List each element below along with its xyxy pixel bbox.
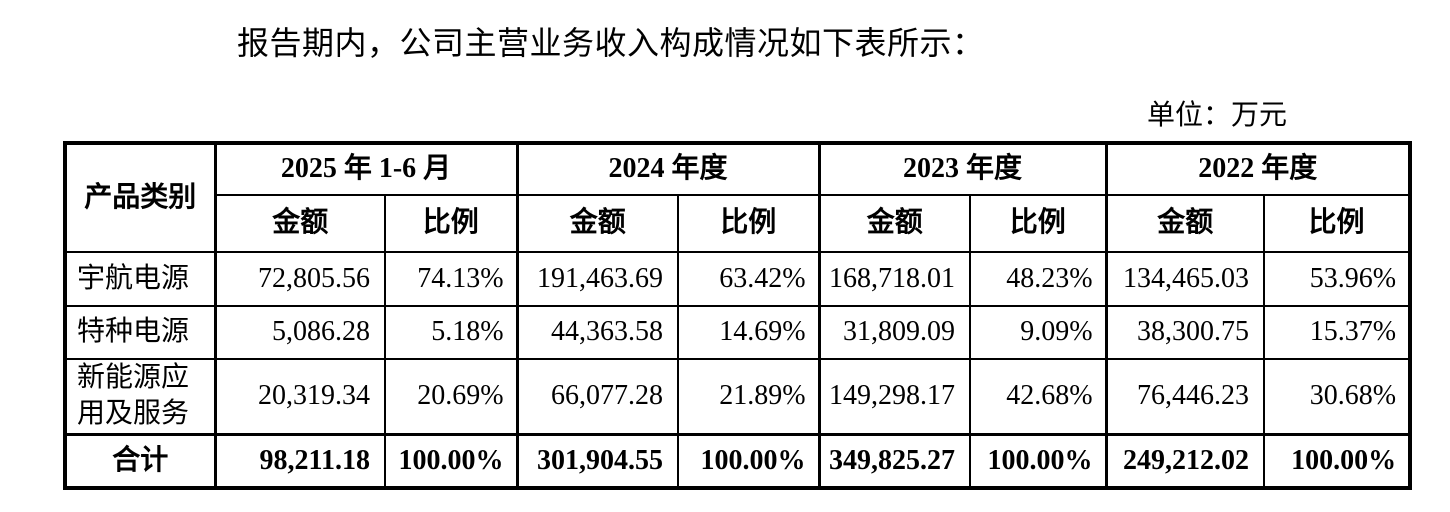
cell-ratio: 21.89% <box>677 357 821 436</box>
cell-amount: 38,300.75 <box>1104 305 1266 360</box>
cell-ratio: 14.69% <box>677 305 821 360</box>
header-amount: 金额 <box>817 194 972 253</box>
cell-ratio: 9.09% <box>969 305 1108 360</box>
cell-ratio: 100.00% <box>1263 432 1412 490</box>
cell-ratio: 63.42% <box>677 251 821 307</box>
header-row-measures: 金额 比例 金额 比例 金额 比例 金额 比例 <box>65 194 1412 253</box>
cell-amount: 44,363.58 <box>515 305 680 360</box>
cell-ratio: 100.00% <box>383 432 519 490</box>
cell-product: 特种电源 <box>64 305 216 360</box>
intro-paragraph: 报告期内，公司主营业务收入构成情况如下表所示： <box>237 25 985 61</box>
cell-ratio: 48.23% <box>969 251 1108 307</box>
header-ratio: 比例 <box>1263 194 1412 253</box>
cell-ratio: 100.00% <box>969 432 1108 490</box>
table-row-total: 合计 98,211.18 100.00% 301,904.55 100.00% … <box>64 432 1412 490</box>
cell-amount: 168,718.01 <box>817 251 972 307</box>
table-row: 宇航电源 72,805.56 74.13% 191,463.69 63.42% … <box>64 251 1412 307</box>
header-period-2022: 2022 年度 <box>1104 142 1412 196</box>
header-ratio: 比例 <box>677 194 821 253</box>
cell-product: 新能源应用及服务 <box>64 357 216 436</box>
cell-ratio: 53.96% <box>1263 251 1412 307</box>
cell-amount: 66,077.28 <box>515 357 680 436</box>
header-ratio: 比例 <box>969 194 1108 253</box>
cell-amount: 134,465.03 <box>1104 251 1266 307</box>
cell-ratio: 74.13% <box>383 251 519 307</box>
cell-amount: 191,463.69 <box>515 251 680 307</box>
cell-amount: 72,805.56 <box>213 251 386 307</box>
revenue-composition-table: 产品类别 2025 年 1-6 月 2024 年度 2023 年度 2022 年… <box>63 141 1413 491</box>
cell-ratio: 30.68% <box>1263 357 1412 436</box>
unit-label: 单位：万元 <box>1147 100 1288 131</box>
cell-amount: 98,211.18 <box>213 432 386 490</box>
cell-ratio: 15.37% <box>1263 305 1412 360</box>
cell-ratio: 100.00% <box>677 432 821 490</box>
header-amount: 金额 <box>1104 194 1266 253</box>
cell-amount: 249,212.02 <box>1104 432 1266 490</box>
header-period-2025: 2025 年 1-6 月 <box>213 142 519 196</box>
cell-amount: 149,298.17 <box>817 357 972 436</box>
cell-amount: 349,825.27 <box>817 432 972 490</box>
cell-amount: 301,904.55 <box>515 432 680 490</box>
cell-amount: 5,086.28 <box>213 305 386 360</box>
cell-amount: 76,446.23 <box>1104 357 1266 436</box>
header-period-2024: 2024 年度 <box>515 142 821 196</box>
header-row-periods: 产品类别 2025 年 1-6 月 2024 年度 2023 年度 2022 年… <box>64 142 1412 253</box>
header-amount: 金额 <box>213 194 386 253</box>
cell-ratio: 42.68% <box>969 357 1108 436</box>
cell-amount: 20,319.34 <box>213 357 386 436</box>
header-product-category: 产品类别 <box>64 142 216 253</box>
table-row: 新能源应用及服务 20,319.34 20.69% 66,077.28 21.8… <box>64 357 1412 436</box>
header-ratio: 比例 <box>383 194 519 253</box>
cell-amount: 31,809.09 <box>817 305 972 360</box>
cell-product: 宇航电源 <box>64 251 216 307</box>
header-amount: 金额 <box>515 194 680 253</box>
cell-ratio: 5.18% <box>383 305 519 360</box>
cell-product-total: 合计 <box>64 432 216 490</box>
header-period-2023: 2023 年度 <box>817 142 1108 196</box>
cell-ratio: 20.69% <box>383 357 519 436</box>
table-row: 特种电源 5,086.28 5.18% 44,363.58 14.69% 31,… <box>64 305 1412 360</box>
